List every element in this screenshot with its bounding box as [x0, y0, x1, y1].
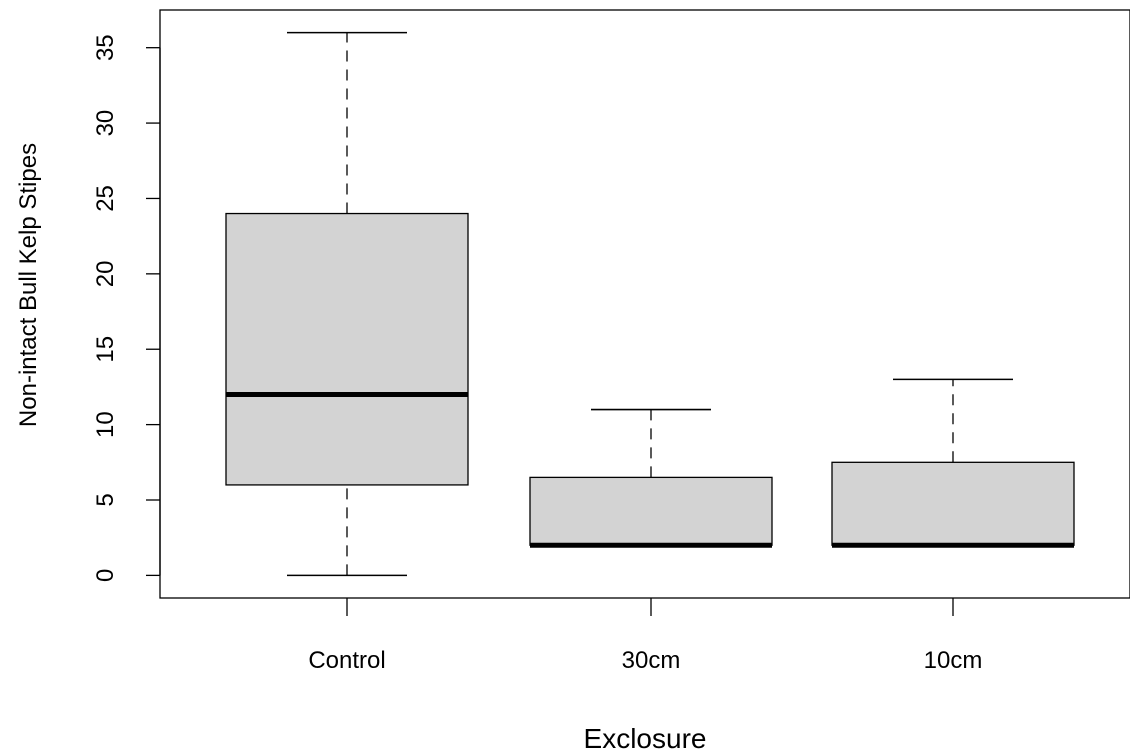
x-tick-label: 30cm — [622, 647, 681, 674]
iqr-box — [831, 461, 1075, 546]
x-axis-title: Exclosure — [584, 723, 707, 754]
iqr-box — [225, 212, 469, 486]
y-tick-label: 30 — [92, 110, 119, 137]
box-control — [225, 31, 469, 577]
x-axis: Control 30cm 10cm — [308, 598, 982, 674]
y-tick-label: 5 — [92, 493, 119, 506]
y-tick-label: 10 — [92, 411, 119, 438]
box-30cm — [529, 408, 773, 548]
y-tick-label: 35 — [92, 34, 119, 61]
x-tick-label: Control — [308, 647, 385, 674]
iqr-box — [529, 476, 773, 546]
x-tick-label: 10cm — [924, 647, 983, 674]
y-axis: 0 5 10 15 20 25 30 35 — [92, 34, 161, 582]
y-tick-label: 0 — [92, 569, 119, 582]
y-axis-title: Non-intact Bull Kelp Stipes — [15, 143, 42, 427]
y-tick-label: 15 — [92, 336, 119, 363]
boxes — [225, 31, 1075, 577]
y-tick-label: 20 — [92, 260, 119, 287]
y-tick-label: 25 — [92, 185, 119, 212]
box-10cm — [831, 378, 1075, 548]
